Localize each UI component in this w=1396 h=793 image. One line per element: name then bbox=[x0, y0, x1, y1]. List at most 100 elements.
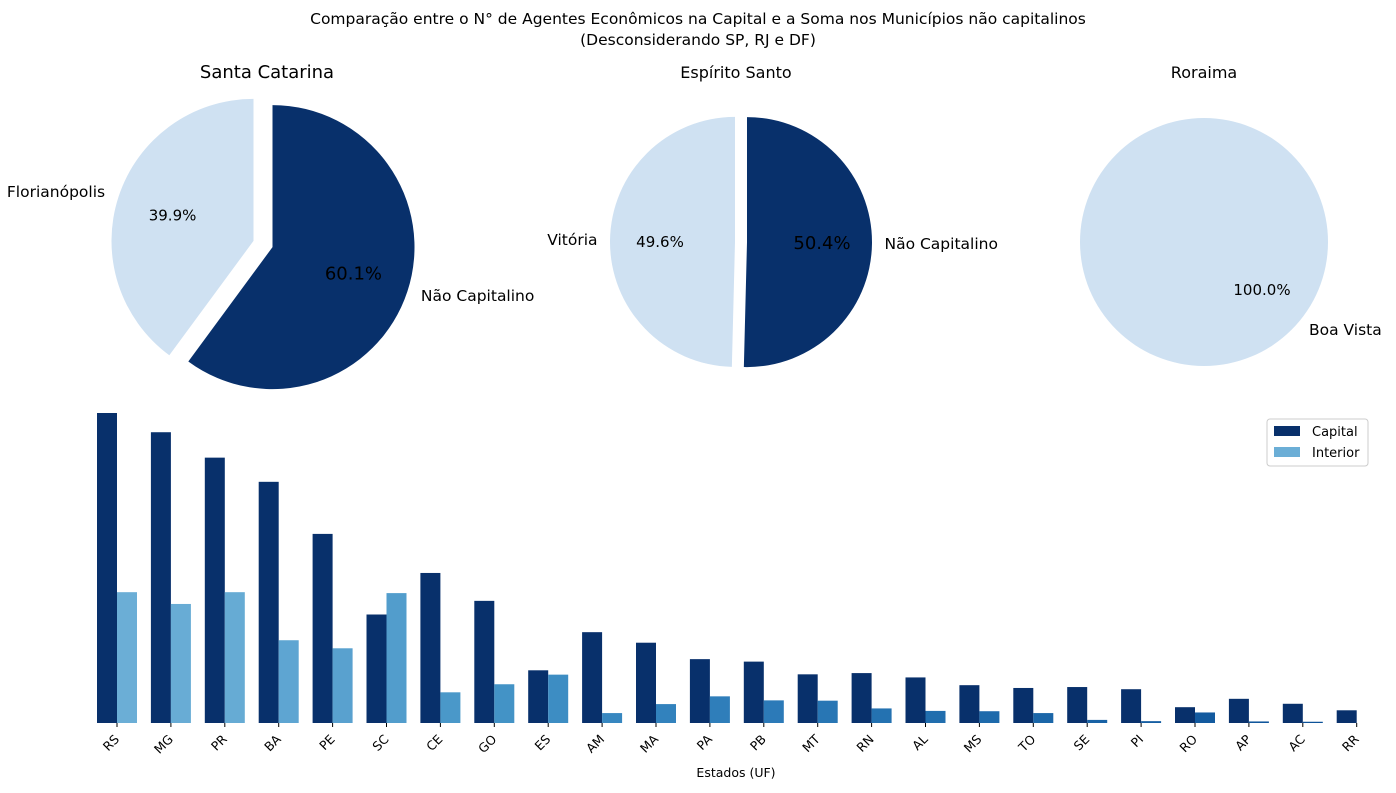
x-tick-label-ro: RO bbox=[1176, 731, 1200, 755]
bar-interior-am bbox=[602, 713, 623, 723]
x-tick-label-to: TO bbox=[1015, 731, 1039, 755]
bar-chart: RS MG PR BA PE SC CE GO ES AM MA PA PB MT RN AL MS TO SE PI… bbox=[97, 413, 1362, 757]
bar-interior-ap bbox=[1248, 721, 1269, 723]
bar-interior-ma bbox=[656, 704, 676, 723]
bar-legend: Capital Interior bbox=[1266, 418, 1369, 467]
legend-swatch-capital bbox=[1274, 426, 1300, 436]
bar-interior-mt bbox=[817, 700, 838, 723]
pie-slice-nao-capitalino bbox=[743, 117, 872, 368]
pie-label-nao-capitalino: Não Capitalino bbox=[421, 287, 534, 305]
bar-capital-rr bbox=[1336, 710, 1357, 723]
pie-pct-vitoria: 49.6% bbox=[636, 233, 684, 251]
legend-swatch-interior bbox=[1274, 447, 1300, 457]
pie-chart-espirito-santo: Vitória 49.6% Não Capitalino 50.4% bbox=[547, 116, 998, 368]
x-tick-label-rr: RR bbox=[1339, 731, 1362, 754]
bar-capital-ac bbox=[1282, 703, 1303, 723]
x-tick-label-ce: CE bbox=[423, 731, 445, 753]
bar-interior-rn bbox=[871, 708, 892, 723]
bar-interior-se bbox=[1087, 719, 1108, 723]
bar-interior-al bbox=[925, 710, 946, 723]
bar-interior-pi bbox=[1141, 721, 1162, 723]
pie-label-florianopolis: Florianópolis bbox=[7, 183, 105, 201]
bar-interior-pr bbox=[224, 592, 245, 723]
pie-slice-boa-vista bbox=[1080, 118, 1328, 366]
x-tick-label-pa: PA bbox=[694, 731, 716, 753]
bar-capital-ma bbox=[636, 642, 656, 723]
bar-capital-ro bbox=[1175, 707, 1195, 723]
bar-interior-ce bbox=[440, 692, 461, 723]
x-tick-label-rs: RS bbox=[100, 731, 122, 753]
bar-interior-ms bbox=[979, 711, 1000, 723]
bar-capital-pi bbox=[1121, 689, 1142, 723]
pie-chart-roraima: Boa Vista 100.0% bbox=[1080, 118, 1382, 366]
x-tick-label-go: GO bbox=[475, 731, 500, 756]
x-tick-label-pr: PR bbox=[208, 731, 230, 753]
bar-capital-ba bbox=[258, 481, 279, 723]
bar-capital-sc bbox=[366, 614, 387, 723]
x-tick-label-ma: MA bbox=[637, 731, 662, 756]
bar-interior-to bbox=[1033, 713, 1054, 723]
pie-slice-vitoria bbox=[610, 116, 736, 367]
pie-pct-nao-capitalino: 50.4% bbox=[793, 233, 850, 254]
bar-capital-to bbox=[1013, 687, 1034, 723]
pie-title-roraima: Roraima bbox=[1171, 63, 1237, 82]
bar-interior-ac bbox=[1302, 721, 1323, 723]
x-tick-label-pi: PI bbox=[1128, 732, 1147, 751]
pie-pct-florianopolis: 39.9% bbox=[149, 206, 197, 224]
x-tick-label-al: AL bbox=[909, 731, 931, 753]
bar-capital-al bbox=[905, 677, 926, 723]
bar-capital-mg bbox=[150, 432, 171, 723]
bar-interior-ro bbox=[1195, 712, 1215, 723]
bar-capital-ce bbox=[420, 572, 441, 723]
bar-capital-es bbox=[528, 670, 549, 723]
legend-label-capital: Capital bbox=[1312, 425, 1358, 440]
bar-capital-rn bbox=[851, 673, 872, 723]
bar-capital-pa bbox=[689, 659, 710, 723]
bar-interior-pb bbox=[763, 700, 784, 723]
x-tick-label-sc: SC bbox=[369, 731, 392, 754]
bar-capital-mt bbox=[797, 674, 818, 723]
pie-label-vitoria: Vitória bbox=[547, 231, 597, 249]
bar-interior-ba bbox=[278, 640, 299, 723]
bar-capital-pb bbox=[743, 661, 764, 723]
bar-capital-se bbox=[1067, 687, 1088, 723]
bar-interior-sc bbox=[386, 593, 407, 723]
pie-slice-florianopolis bbox=[111, 98, 254, 356]
x-tick-label-ms: MS bbox=[961, 731, 985, 755]
x-tick-label-mg: MG bbox=[151, 732, 176, 757]
pie-label-nao-capitalino: Não Capitalino bbox=[884, 235, 997, 253]
figure-title: Comparação entre o N° de Agentes Econômi… bbox=[310, 10, 1086, 28]
x-tick-label-pe: PE bbox=[316, 731, 338, 753]
bar-capital-ms bbox=[959, 685, 980, 723]
bar-interior-es bbox=[548, 674, 569, 723]
bar-interior-pe bbox=[332, 648, 353, 723]
x-tick-label-ac: AC bbox=[1285, 731, 1308, 754]
pie-title-santa-catarina: Santa Catarina bbox=[200, 62, 334, 83]
x-tick-label-es: ES bbox=[532, 731, 554, 753]
bar-capital-pe bbox=[312, 533, 333, 723]
bar-chart-xlabel: Estados (UF) bbox=[696, 765, 775, 780]
bar-capital-ap bbox=[1228, 698, 1249, 723]
bar-capital-rs bbox=[97, 413, 117, 723]
pie-pct-nao-capitalino: 60.1% bbox=[325, 264, 382, 285]
figure-subtitle: (Desconsiderando SP, RJ e DF) bbox=[580, 31, 816, 49]
bar-interior-pa bbox=[709, 696, 730, 723]
legend-label-interior: Interior bbox=[1312, 446, 1360, 461]
x-tick-label-se: SE bbox=[1071, 731, 1093, 753]
x-tick-label-am: AM bbox=[583, 732, 607, 756]
x-tick-label-ba: BA bbox=[261, 731, 284, 754]
x-tick-label-ap: AP bbox=[1232, 731, 1254, 753]
bar-capital-pr bbox=[204, 457, 225, 723]
bar-capital-go bbox=[474, 600, 495, 723]
bar-interior-rs bbox=[117, 592, 137, 723]
bar-capital-am bbox=[582, 632, 603, 723]
bar-interior-go bbox=[494, 684, 515, 723]
x-tick-label-rn: RN bbox=[853, 732, 876, 755]
x-tick-label-mt: MT bbox=[799, 731, 823, 755]
pie-slice-nao-capitalino bbox=[188, 105, 415, 390]
x-tick-label-pb: PB bbox=[747, 732, 769, 754]
pie-title-espirito-santo: Espírito Santo bbox=[680, 63, 791, 82]
pie-pct-boa-vista: 100.0% bbox=[1233, 281, 1290, 299]
pie-chart-santa-catarina: Florianópolis 39.9% Não Capitalino 60.1% bbox=[7, 98, 534, 390]
